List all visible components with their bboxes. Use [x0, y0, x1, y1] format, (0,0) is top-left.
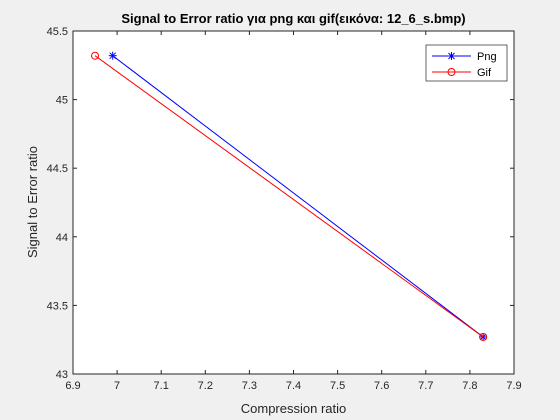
- y-tick-label: 44.5: [47, 163, 68, 175]
- x-axis-label: Compression ratio: [241, 401, 347, 416]
- data-point-png: [108, 51, 117, 60]
- legend: Png Gif: [425, 44, 508, 82]
- asterisk-stroke: [109, 52, 117, 60]
- legend-label-png: Png: [477, 51, 497, 63]
- y-tick-label: 44: [56, 232, 68, 244]
- legend-marker-png: [447, 52, 456, 60]
- x-tick-label: 7.2: [198, 380, 213, 392]
- plot-area: [72, 30, 515, 375]
- legend-box: [425, 44, 508, 82]
- x-tick-label: 7.4: [286, 380, 301, 392]
- x-tick-label: 7: [114, 380, 120, 392]
- y-tick-label: 43.5: [47, 300, 68, 312]
- chart-title: Signal to Error ratio για png και gif(ει…: [121, 11, 465, 26]
- legend-marker-gif: [447, 68, 456, 76]
- data-point-gif: [91, 51, 100, 60]
- series-line-png: [112, 55, 484, 338]
- data-point-gif: [479, 332, 488, 341]
- x-tick-label: 7.9: [506, 380, 521, 392]
- x-tick-label: 7.5: [330, 380, 345, 392]
- series-layer: [91, 51, 488, 341]
- x-tick-label: 7.8: [462, 380, 477, 392]
- series-line-gif: [94, 55, 484, 338]
- y-tick-label: 43: [56, 369, 68, 381]
- x-tick-label: 7.1: [154, 380, 169, 392]
- axis-ticks: 6.9 7 7.1 7.2 7.3 7.4 7.5 7.6 7.7 7.8 7.9 43 43.5 44 4…: [47, 26, 522, 392]
- x-tick-label: 7.7: [418, 380, 433, 392]
- y-tick-label: 45: [56, 95, 68, 107]
- legend-label-gif: Gif: [477, 67, 492, 79]
- y-tick-label: 45.5: [47, 26, 68, 38]
- x-tick-label: 7.6: [374, 380, 389, 392]
- x-tick-label: 7.3: [242, 380, 257, 392]
- x-tick-label: 6.9: [65, 380, 80, 392]
- y-axis-label: Signal to Error ratio: [25, 146, 40, 258]
